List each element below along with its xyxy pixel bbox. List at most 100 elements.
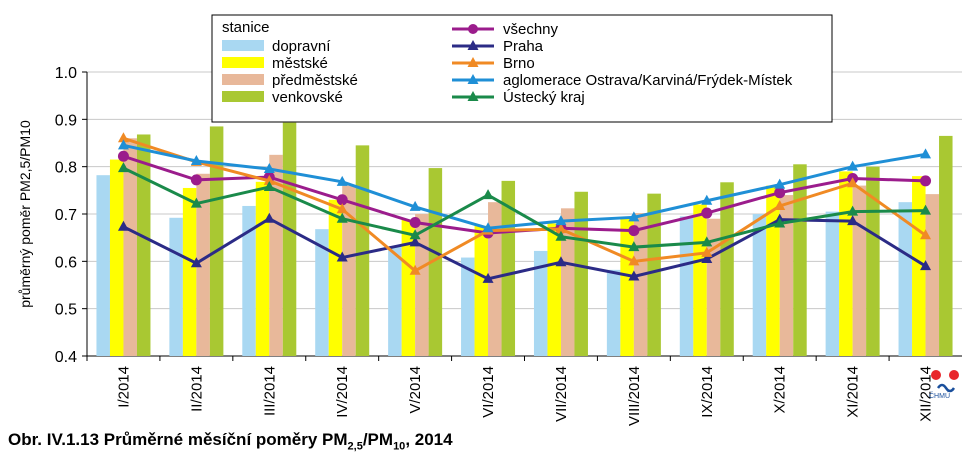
bar [169, 217, 183, 356]
bar [606, 269, 621, 356]
series-line [122, 166, 926, 249]
legend-label: venkovské [272, 89, 343, 106]
y-tick-label: 0.5 [55, 302, 77, 319]
bar [255, 181, 270, 356]
data-point [701, 236, 713, 247]
data-point [701, 246, 713, 257]
bar [242, 205, 256, 356]
x-tick-label: II/2014 [188, 366, 205, 412]
data-point [920, 260, 932, 271]
legend-label: Brno [503, 55, 535, 72]
bar [693, 204, 707, 356]
data-point [847, 177, 859, 188]
legend-swatch [222, 40, 264, 51]
bar [315, 229, 329, 356]
legend-label: městské [272, 55, 328, 72]
series-line [122, 136, 927, 273]
data-point [774, 199, 786, 210]
data-point [920, 175, 932, 187]
data-point [628, 270, 640, 281]
data-point [628, 255, 640, 266]
data-point [482, 222, 494, 233]
data-point [409, 236, 421, 247]
y-axis-label: průměrný poměr PM2,5/PM10 [17, 120, 33, 308]
bar [355, 145, 370, 356]
data-point [555, 215, 567, 226]
data-point [701, 194, 713, 205]
bar [182, 187, 197, 356]
data-point [701, 207, 713, 219]
bar [282, 122, 297, 356]
data-point [628, 211, 640, 222]
legend-label: aglomerace Ostrava/Karviná/Frýdek-Místek [503, 72, 793, 89]
series-line [122, 217, 927, 281]
bar [96, 175, 110, 356]
y-tick-label: 1.0 [55, 65, 77, 82]
data-point [847, 160, 859, 171]
data-point [117, 220, 129, 231]
data-point [628, 241, 640, 252]
legend-marker [467, 74, 479, 84]
bar [342, 185, 356, 356]
data-point [920, 204, 932, 215]
y-tick-label: 0.9 [55, 112, 77, 129]
bar [752, 214, 767, 356]
x-tick-label: XII/2014 [918, 366, 935, 422]
x-tick-label: X/2014 [772, 366, 789, 414]
y-tick-label: 0.6 [55, 254, 77, 271]
bar [109, 159, 124, 356]
legend-box [211, 14, 833, 123]
legend-marker [468, 24, 478, 34]
data-point [847, 205, 859, 216]
x-tick-label: IX/2014 [699, 366, 716, 418]
bar [574, 191, 588, 356]
data-point [482, 272, 494, 283]
data-point [409, 217, 421, 229]
bar [269, 154, 283, 356]
y-tick-label: 0.7 [55, 207, 77, 224]
bar [647, 193, 661, 356]
legend-label: Ústecký kraj [503, 89, 585, 106]
bar [533, 250, 548, 356]
data-point [555, 223, 567, 234]
bar [488, 202, 502, 356]
data-point [117, 139, 129, 150]
data-point [190, 197, 202, 208]
data-point [920, 148, 932, 159]
data-point [409, 264, 421, 275]
bar [560, 208, 575, 356]
data-point [774, 187, 786, 199]
bar [123, 138, 137, 356]
x-tick-label: VIII/2014 [626, 366, 643, 426]
y-tick-label: 0.4 [55, 349, 77, 366]
bar [679, 216, 694, 356]
x-tick-label: VI/2014 [480, 366, 497, 418]
legend-marker [467, 91, 479, 101]
data-point [555, 230, 567, 241]
legend-label: všechny [503, 21, 559, 38]
bar [898, 202, 913, 356]
data-point [555, 256, 567, 267]
data-point [336, 251, 348, 262]
bar [866, 166, 880, 356]
bar [925, 194, 940, 356]
x-tick-label: VII/2014 [553, 366, 570, 422]
bar [474, 225, 489, 356]
bar [766, 185, 780, 356]
x-tick-label: V/2014 [407, 366, 424, 414]
bar [209, 126, 224, 356]
data-point [117, 162, 129, 173]
bar [912, 176, 926, 356]
bar [388, 246, 402, 356]
x-tick-label: XI/2014 [845, 366, 862, 418]
data-point [117, 150, 129, 162]
data-point [482, 189, 494, 200]
data-point [263, 174, 275, 185]
data-point [263, 181, 275, 192]
legend-label: předměstské [272, 72, 358, 89]
data-point [336, 194, 348, 206]
data-point [263, 212, 275, 223]
logo-label: ČHMÚ [929, 393, 950, 400]
x-tick-label: IV/2014 [334, 366, 351, 418]
data-point [409, 200, 421, 211]
